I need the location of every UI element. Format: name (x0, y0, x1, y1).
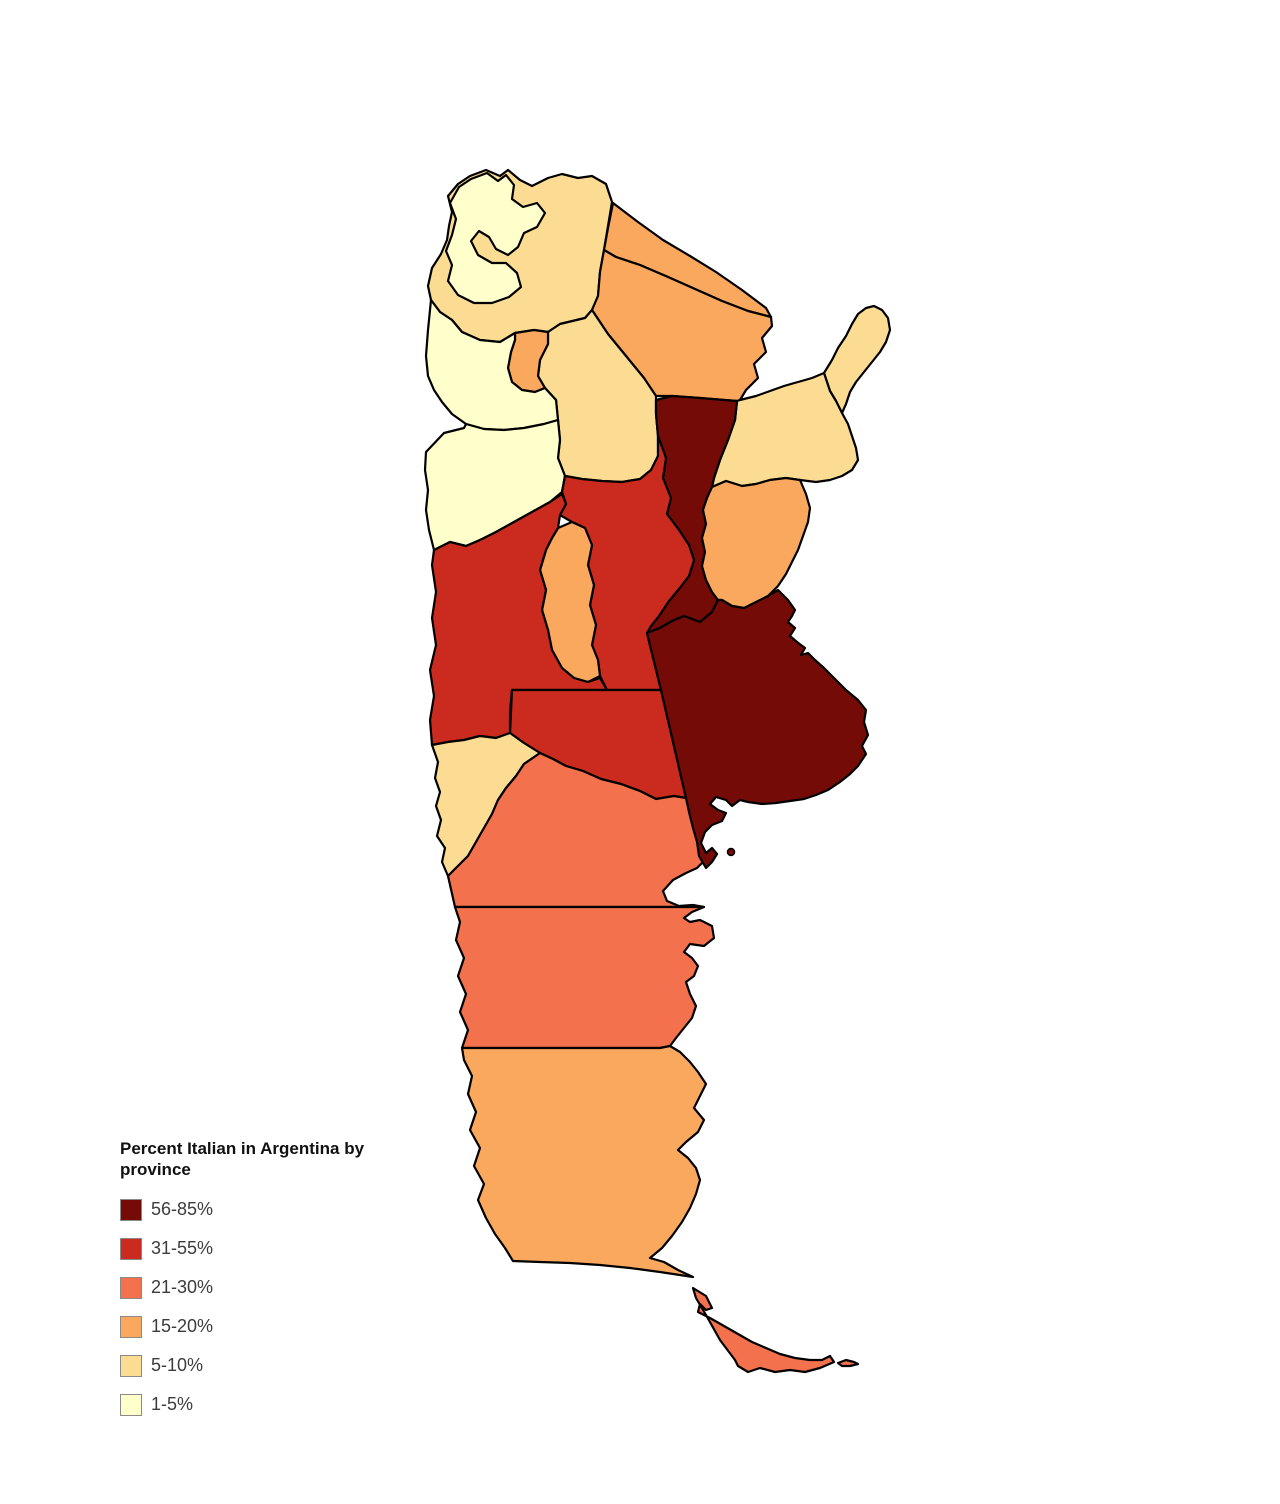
legend-title-line1: Percent Italian in Argentina by (120, 1139, 365, 1158)
legend-swatch-31-55 (120, 1237, 142, 1260)
province-buenos-aires (645, 588, 870, 870)
legend-label: 56-85% (151, 1199, 214, 1219)
legend-item: 1-5% (120, 1385, 450, 1424)
legend-item: 15-20% (120, 1307, 450, 1346)
province-mendoza-san-juan (428, 492, 609, 747)
legend-label: 21-30% (151, 1277, 214, 1297)
legend-swatch-21-30 (120, 1276, 142, 1299)
province-santa-cruz (460, 1044, 708, 1279)
legend-swatch-15-20 (120, 1315, 142, 1338)
legend-swatch-1-5 (120, 1393, 142, 1416)
legend-item: 5-10% (120, 1346, 450, 1385)
province-tierra-del-fuego (691, 1286, 836, 1374)
legend-label: 5-10% (151, 1355, 204, 1375)
province-chubut (453, 905, 716, 1050)
legend-title-line2: province (120, 1160, 191, 1179)
map-legend: Percent Italian in Argentina by province… (120, 1138, 450, 1424)
buenos-aires-coastal-islet (726, 847, 736, 857)
legend-label: 1-5% (151, 1394, 194, 1414)
legend-title: Percent Italian in Argentina by province (120, 1138, 450, 1180)
legend-item: 31-55% (120, 1229, 450, 1268)
province-entre-rios (700, 476, 812, 610)
province-misiones (822, 304, 892, 415)
province-catamarca (424, 298, 560, 432)
island-isla-de-los-estados (836, 1358, 860, 1368)
legend-item: 21-30% (120, 1268, 450, 1307)
province-jujuy (444, 171, 547, 305)
legend-swatch-56-85 (120, 1198, 142, 1221)
legend-swatch-5-10 (120, 1354, 142, 1377)
legend-item: 56-85% (120, 1190, 450, 1229)
province-rio-negro (446, 751, 706, 909)
legend-label: 31-55% (151, 1238, 214, 1258)
legend-label: 15-20% (151, 1316, 214, 1336)
